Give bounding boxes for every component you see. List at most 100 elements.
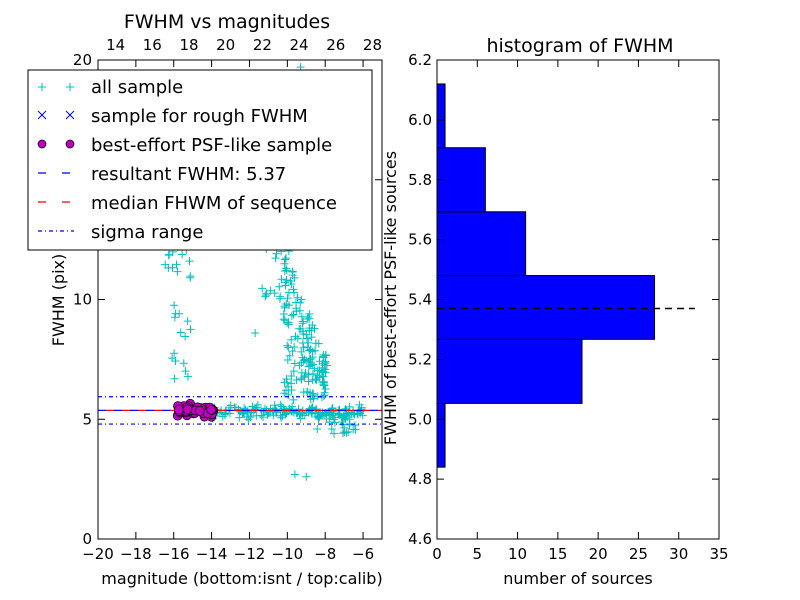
histogram-bar [436, 211, 527, 277]
all-sample-point [239, 407, 248, 416]
all-sample-point [341, 414, 350, 423]
legend-label-all-sample: all sample [91, 77, 183, 98]
scatter-x-tick-label: −16 [158, 545, 190, 563]
legend-marker-psf-sample [37, 139, 75, 149]
scatter-x-tick-label: −20 [82, 545, 114, 563]
all-sample-point [299, 343, 308, 352]
scatter-top-ticks: 14 16 18 20 22 24 26 28 [106, 36, 382, 54]
all-sample-point [181, 332, 190, 341]
histogram-x-ticks: 0 5 10 15 20 25 30 35 [432, 60, 729, 563]
all-sample-point [318, 367, 327, 376]
all-sample-point [277, 413, 286, 422]
all-sample-point [308, 321, 317, 330]
all-sample-point [281, 409, 290, 418]
all-sample-point [297, 374, 306, 383]
all-sample-point [317, 366, 326, 375]
all-sample-point [289, 285, 298, 294]
all-sample-point [290, 342, 299, 351]
all-sample-point [357, 405, 366, 414]
scatter-x-tick-label: −6 [352, 545, 374, 563]
all-sample-point [293, 334, 302, 343]
psf-sample-point [173, 404, 184, 415]
histogram-y-tick-label: 5.4 [408, 291, 432, 309]
histogram-x-tick-label: 35 [709, 545, 728, 563]
all-sample-point [263, 410, 272, 419]
all-sample-point [290, 288, 299, 297]
all-sample-point [293, 293, 302, 302]
all-sample-point [235, 413, 244, 422]
all-sample-point [355, 400, 364, 409]
histogram-y-label: FWHM of best-effort PSF-like sources [381, 151, 400, 445]
legend-label-median-fwhm: median FHWM of sequence [91, 193, 337, 214]
histogram-y-tick-label: 5.8 [408, 171, 432, 189]
all-sample-point [308, 360, 317, 369]
all-sample-point [283, 378, 292, 387]
all-sample-point [258, 284, 267, 293]
all-sample-point [343, 413, 352, 422]
all-sample-point [277, 275, 286, 284]
all-sample-point [307, 358, 316, 367]
all-sample-point [282, 375, 291, 384]
all-sample-point [283, 294, 292, 303]
all-sample-point [282, 276, 291, 285]
all-sample-point [271, 254, 280, 263]
histogram-y-ticks: 4.6 4.8 5.0 5.2 5.4 5.6 5.8 6.0 6.2 [408, 51, 719, 548]
all-sample-point [285, 301, 294, 310]
all-sample-point [171, 309, 180, 318]
all-sample-point [178, 250, 187, 259]
all-sample-point [315, 357, 324, 366]
all-sample-point [290, 470, 299, 479]
all-sample-point [320, 381, 329, 390]
scatter-y-tick-label: 5 [82, 410, 92, 428]
scatter-top-tick-label: 18 [179, 36, 198, 54]
histogram-y-tick-label: 6.2 [408, 51, 432, 69]
all-sample-point [298, 327, 307, 336]
histogram-bar [436, 147, 486, 213]
psf-sample-point [194, 406, 205, 416]
all-sample-point [324, 407, 333, 416]
scatter-x-tick-label: −10 [272, 545, 304, 563]
all-sample-point [292, 376, 301, 385]
histogram-bars [436, 83, 656, 468]
histogram-x-tick-label: 25 [629, 545, 648, 563]
scatter-legend: all sample sample for rough FWHM best-ef… [27, 69, 373, 251]
histogram-x-tick-label: 20 [589, 545, 608, 563]
scatter-y-tick-label: 0 [82, 530, 92, 548]
histogram-y-tick-label: 5.0 [408, 410, 432, 428]
scatter-title: FWHM vs magnitudes [124, 11, 330, 33]
all-sample-point [303, 314, 312, 323]
scatter-y-tick-label: 20 [73, 51, 92, 69]
all-sample-point [171, 356, 180, 365]
all-sample-point [297, 312, 306, 321]
all-sample-point [269, 407, 278, 416]
all-sample-point [251, 329, 260, 338]
all-sample-point [300, 371, 309, 380]
legend-label-sigma-range: sigma range [91, 222, 203, 243]
all-sample-point [284, 318, 293, 327]
all-sample-point [288, 347, 297, 356]
scatter-top-tick-label: 22 [253, 36, 272, 54]
all-sample-point [330, 418, 339, 427]
all-sample-point [186, 272, 195, 281]
all-sample-point [298, 353, 307, 362]
all-sample-point [308, 369, 317, 378]
all-sample-point [302, 472, 311, 481]
scatter-x-tick-label: −14 [196, 545, 228, 563]
all-sample-point [313, 425, 322, 434]
all-sample-point [287, 311, 296, 320]
all-sample-point [297, 347, 306, 356]
all-sample-point [276, 292, 285, 301]
all-sample-point [243, 407, 252, 416]
all-sample-point [287, 335, 296, 344]
all-sample-point [279, 315, 288, 324]
scatter-top-tick-label: 26 [326, 36, 345, 54]
all-sample-point [350, 410, 359, 419]
all-sample-point [295, 361, 304, 370]
all-sample-point [314, 339, 323, 348]
histogram-bar [436, 275, 656, 340]
all-sample-point [304, 370, 313, 379]
all-sample-point [319, 353, 328, 362]
legend-marker-all-sample [38, 83, 74, 91]
all-sample-point [275, 282, 284, 291]
all-sample-point [294, 405, 303, 414]
